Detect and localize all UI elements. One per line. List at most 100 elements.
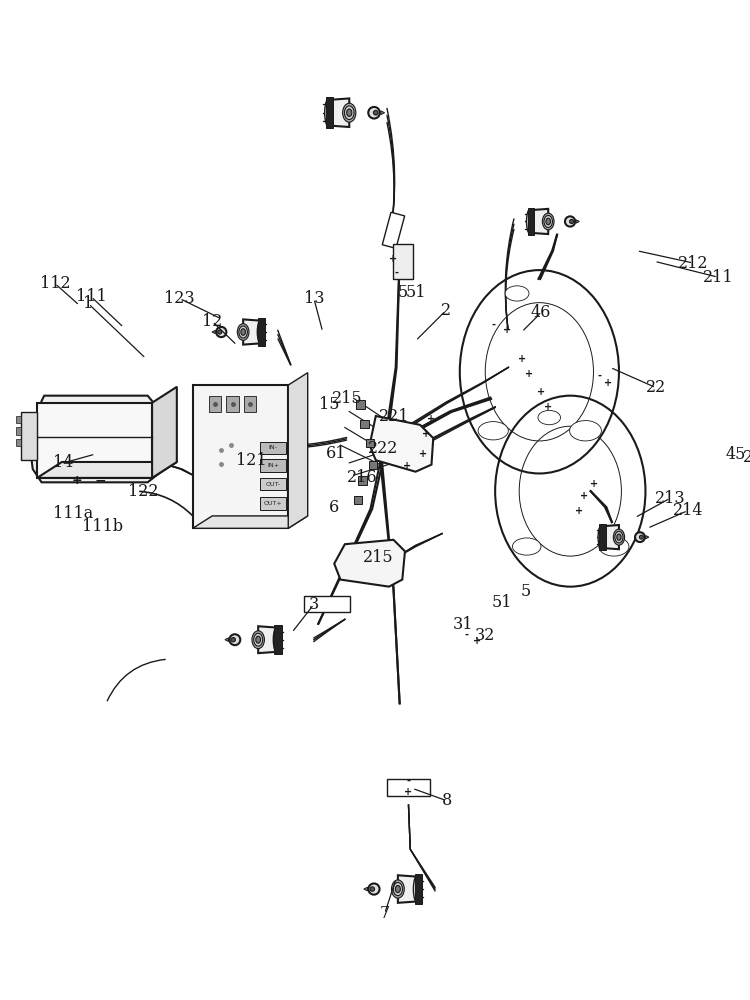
Polygon shape: [646, 536, 649, 539]
Ellipse shape: [640, 535, 644, 539]
Text: −: −: [95, 474, 106, 488]
Text: IN+: IN+: [267, 463, 279, 468]
Ellipse shape: [526, 209, 534, 234]
Text: IN-: IN-: [268, 445, 278, 450]
Text: -: -: [406, 776, 410, 786]
Text: 111b: 111b: [82, 518, 123, 535]
Bar: [365, 439, 374, 447]
Text: -: -: [491, 320, 496, 330]
Text: +: +: [590, 479, 598, 489]
Ellipse shape: [257, 319, 265, 345]
Ellipse shape: [635, 532, 645, 542]
Text: +: +: [389, 254, 398, 264]
Text: +: +: [575, 506, 584, 516]
Bar: [16, 427, 21, 435]
Text: 46: 46: [531, 304, 551, 321]
Bar: [244, 396, 256, 412]
Text: +: +: [427, 414, 436, 424]
Polygon shape: [152, 387, 177, 478]
Ellipse shape: [616, 534, 621, 540]
Text: -: -: [598, 371, 602, 381]
Polygon shape: [193, 385, 288, 528]
Text: 111: 111: [76, 288, 106, 305]
Ellipse shape: [542, 213, 554, 230]
Text: +: +: [537, 387, 545, 397]
Text: +: +: [580, 491, 588, 501]
Ellipse shape: [217, 330, 222, 334]
Bar: [16, 439, 21, 446]
Polygon shape: [288, 373, 308, 528]
Text: +: +: [518, 354, 526, 364]
Text: 215: 215: [363, 549, 394, 566]
Bar: [415, 874, 422, 904]
Text: 51: 51: [492, 594, 512, 611]
Bar: [394, 244, 413, 279]
Ellipse shape: [256, 636, 260, 643]
Bar: [16, 416, 21, 423]
Ellipse shape: [237, 324, 249, 340]
Bar: [226, 396, 238, 412]
Bar: [358, 476, 367, 485]
Bar: [382, 212, 405, 248]
Ellipse shape: [505, 286, 529, 301]
Text: 215: 215: [332, 390, 363, 407]
Ellipse shape: [374, 110, 378, 115]
Text: 14: 14: [53, 454, 74, 471]
Text: 21: 21: [743, 449, 750, 466]
Bar: [527, 208, 534, 235]
Ellipse shape: [368, 883, 380, 895]
Polygon shape: [530, 209, 548, 234]
Text: +: +: [473, 636, 482, 646]
Text: +: +: [525, 369, 532, 379]
Polygon shape: [193, 516, 308, 528]
Text: +: +: [422, 429, 430, 439]
Bar: [356, 400, 365, 409]
Polygon shape: [576, 220, 579, 223]
Polygon shape: [243, 319, 261, 345]
Bar: [259, 318, 265, 346]
Text: 7: 7: [380, 905, 390, 922]
Text: 123: 123: [164, 290, 195, 307]
Text: 1: 1: [83, 295, 94, 312]
Text: 111a: 111a: [53, 505, 94, 522]
Polygon shape: [602, 525, 619, 549]
Bar: [326, 97, 334, 128]
Text: 212: 212: [678, 255, 709, 272]
Polygon shape: [225, 638, 229, 641]
Bar: [360, 420, 369, 428]
Text: 15: 15: [319, 396, 339, 413]
Text: +: +: [503, 325, 511, 335]
Polygon shape: [30, 396, 170, 482]
Ellipse shape: [344, 106, 354, 120]
Text: -: -: [465, 629, 469, 639]
Polygon shape: [258, 626, 278, 653]
Ellipse shape: [392, 880, 404, 898]
Bar: [387, 779, 430, 796]
Ellipse shape: [544, 215, 553, 228]
Ellipse shape: [538, 410, 560, 425]
Ellipse shape: [546, 218, 550, 225]
Ellipse shape: [346, 109, 352, 116]
Text: 213: 213: [655, 490, 686, 507]
Ellipse shape: [252, 631, 265, 649]
Text: -: -: [394, 268, 398, 278]
Polygon shape: [334, 540, 405, 587]
Ellipse shape: [216, 327, 226, 337]
Bar: [260, 459, 286, 472]
Ellipse shape: [254, 633, 262, 646]
Text: 2: 2: [440, 302, 451, 319]
Text: 13: 13: [304, 290, 324, 307]
Polygon shape: [38, 462, 177, 478]
Text: 12: 12: [202, 313, 223, 330]
Text: +: +: [404, 787, 412, 797]
Ellipse shape: [565, 216, 575, 227]
Ellipse shape: [325, 98, 333, 127]
Ellipse shape: [598, 525, 605, 549]
Text: 31: 31: [453, 616, 473, 633]
Bar: [260, 442, 286, 454]
Ellipse shape: [478, 422, 508, 440]
Text: +: +: [419, 449, 427, 459]
Text: 3: 3: [309, 596, 319, 613]
Bar: [599, 524, 605, 550]
Bar: [209, 396, 221, 412]
